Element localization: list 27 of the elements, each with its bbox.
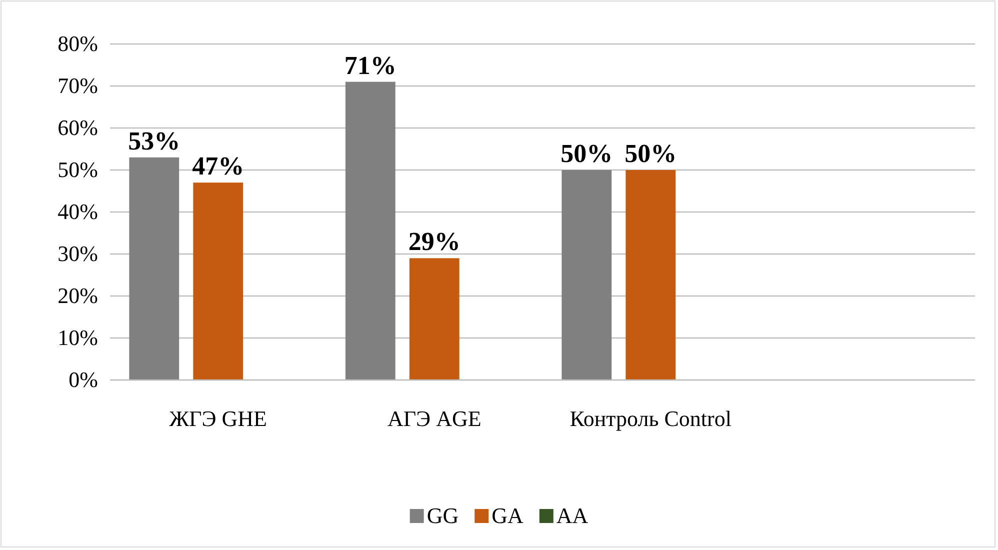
data-label: 47% <box>192 152 244 181</box>
bar <box>193 182 244 380</box>
y-tick-label: 30% <box>58 241 98 266</box>
bar <box>626 170 676 380</box>
legend-label: AA <box>556 503 588 528</box>
legend-label: GA <box>492 503 524 528</box>
x-tick-label: АГЭ AGE <box>387 406 482 431</box>
x-tick-label: Контроль Control <box>570 406 732 431</box>
bar <box>345 82 396 380</box>
data-label: 29% <box>408 227 460 256</box>
bar <box>129 157 180 380</box>
y-tick-label: 50% <box>58 157 98 182</box>
y-tick-label: 80% <box>58 31 98 56</box>
data-label: 50% <box>624 139 677 168</box>
y-tick-label: 60% <box>58 115 98 140</box>
y-tick-label: 10% <box>58 325 98 350</box>
y-tick-label: 40% <box>58 199 98 224</box>
data-label: 71% <box>344 50 396 80</box>
y-tick-label: 0% <box>68 367 98 392</box>
legend-label: GG <box>426 503 459 528</box>
y-tick-label: 70% <box>58 73 98 98</box>
x-tick-label: ЖГЭ GHE <box>169 406 267 431</box>
y-tick-label: 20% <box>58 283 98 308</box>
data-label: 53% <box>128 126 180 156</box>
bar <box>409 258 460 380</box>
data-label: 50% <box>560 139 613 168</box>
bar <box>562 170 612 380</box>
